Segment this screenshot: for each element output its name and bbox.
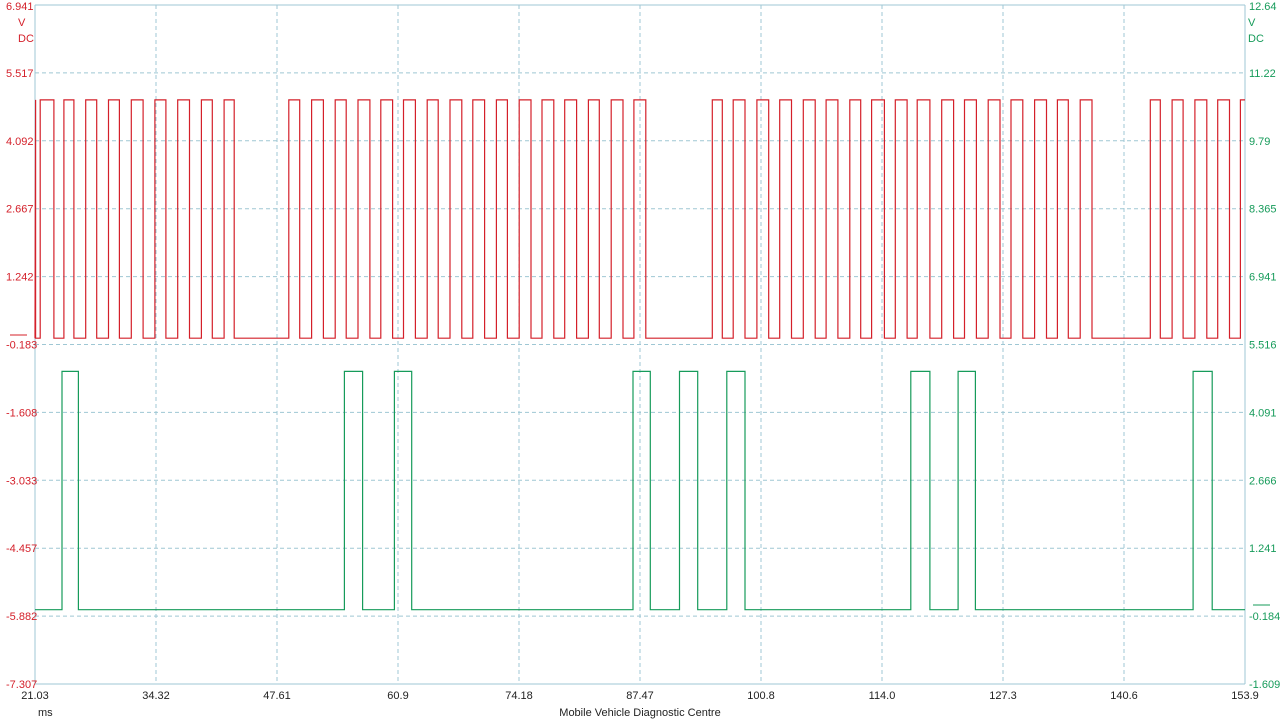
left-y-tick-label: -1.608 (6, 407, 37, 419)
channel-b-trace (35, 370, 1245, 611)
left-y-tick-label: 2.667 (6, 204, 34, 216)
right-y-tick-label: 5.516 (1249, 340, 1277, 352)
channel-a-coupling: DC (18, 33, 34, 45)
tick-labels: 21.03 34.32 47.61 60.9 74.18 87.47 100.8 114.0 1… (6, 1, 1280, 702)
x-tick-label: 100.8 (747, 690, 775, 702)
channel-a-unit: V (18, 17, 26, 29)
channel-a-trace (34, 99, 1245, 339)
x-axis-unit: ms (38, 707, 53, 719)
right-y-tick-label: 9.79 (1249, 136, 1270, 148)
right-y-tick-label: 8.365 (1249, 204, 1277, 216)
right-y-tick-label: 11.22 (1249, 68, 1276, 80)
channel-b-unit: V (1248, 17, 1256, 29)
right-y-tick-label: -1.609 (1249, 679, 1280, 691)
grid (34, 4, 1246, 685)
x-tick-label: 140.6 (1110, 690, 1138, 702)
left-y-tick-label: -4.457 (6, 543, 37, 555)
left-y-tick-label: -5.882 (6, 611, 37, 623)
right-y-tick-label: 2.666 (1249, 475, 1277, 487)
x-tick-label: 114.0 (869, 690, 896, 702)
channel-b-coupling: DC (1248, 33, 1264, 45)
footer-caption: Mobile Vehicle Diagnostic Centre (559, 707, 720, 719)
x-tick-label: 21.03 (21, 690, 49, 702)
right-y-tick-label: 4.091 (1249, 407, 1277, 419)
x-tick-label: 127.3 (989, 690, 1017, 702)
left-y-tick-label: 5.517 (6, 68, 34, 80)
left-y-tick-label: -3.033 (6, 475, 37, 487)
left-y-tick-label: -0.183 (6, 340, 37, 352)
x-tick-label: 34.32 (142, 690, 170, 702)
left-y-tick-label: 1.242 (6, 272, 34, 284)
x-tick-label: 74.18 (505, 690, 533, 702)
left-y-tick-label: 4.092 (6, 136, 34, 148)
x-tick-label: 153.9 (1231, 690, 1259, 702)
left-y-tick-label: -7.307 (6, 679, 37, 691)
right-y-tick-label: 12.64 (1249, 1, 1277, 13)
right-y-tick-label: 6.941 (1249, 272, 1277, 284)
right-y-tick-label: 1.241 (1249, 543, 1277, 555)
traces (34, 99, 1245, 611)
x-tick-label: 60.9 (387, 690, 408, 702)
left-y-tick-label: 6.941 (6, 1, 34, 13)
x-tick-label: 87.47 (626, 690, 654, 702)
right-y-tick-label: -0.184 (1249, 611, 1280, 623)
x-tick-label: 47.61 (263, 690, 291, 702)
